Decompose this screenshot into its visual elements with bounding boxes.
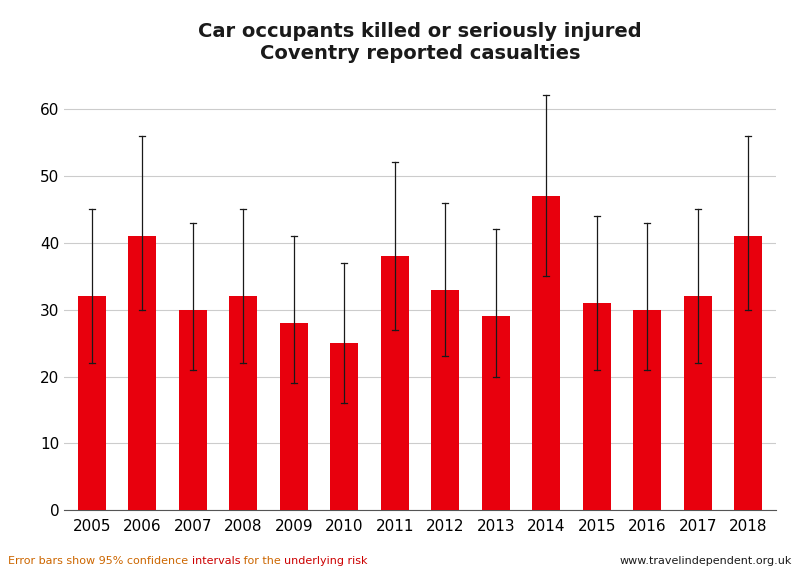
Bar — [230, 296, 257, 510]
Text: Error bars show 95% confidence: Error bars show 95% confidence — [8, 556, 192, 566]
Bar — [532, 196, 560, 510]
Bar — [330, 343, 358, 510]
Bar — [381, 256, 409, 510]
Bar — [78, 296, 106, 510]
Title: Car occupants killed or seriously injured
Coventry reported casualties: Car occupants killed or seriously injure… — [198, 21, 642, 63]
Bar — [482, 316, 510, 510]
Text: underlying risk: underlying risk — [284, 556, 368, 566]
Bar — [634, 310, 661, 510]
Text: www.travelindependent.org.uk: www.travelindependent.org.uk — [620, 556, 792, 566]
Bar — [734, 236, 762, 510]
Bar — [431, 289, 459, 510]
Text: for the: for the — [240, 556, 284, 566]
Bar — [684, 296, 712, 510]
Bar — [128, 236, 156, 510]
Bar — [280, 323, 308, 510]
Bar — [179, 310, 206, 510]
Bar — [583, 303, 610, 510]
Text: intervals: intervals — [192, 556, 240, 566]
